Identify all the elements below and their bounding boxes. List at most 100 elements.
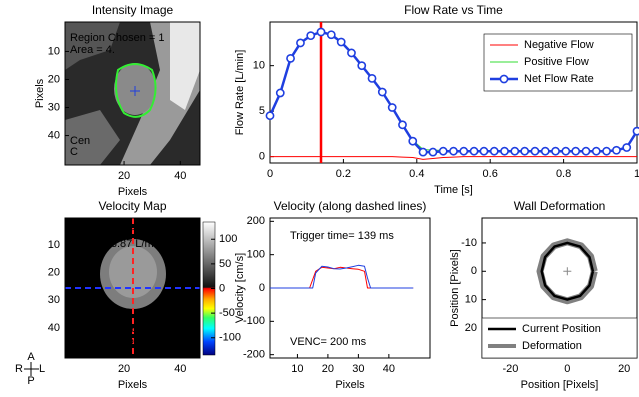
- x-tick-label: 0.4: [409, 168, 424, 180]
- legend-label: Positive Flow: [524, 56, 589, 68]
- orientation-label: R: [15, 363, 23, 375]
- data-point: [501, 148, 508, 155]
- data-point: [266, 112, 273, 119]
- y-axis-label: Flow Rate [L/min]: [234, 50, 246, 136]
- colorbar-tick-label: 0: [219, 282, 225, 294]
- y-tick-label: 10: [48, 45, 60, 57]
- x-tick-label: 20: [618, 363, 630, 375]
- orientation-label: P: [27, 375, 34, 387]
- y-tick-label: -200: [243, 349, 265, 361]
- annotation: Trigger time= 139 ms: [290, 230, 394, 242]
- legend-label: Current Position: [522, 323, 601, 335]
- data-point: [613, 147, 620, 154]
- data-point: [317, 28, 324, 35]
- y-tick-label: 10: [253, 60, 265, 72]
- y-tick-label: 20: [48, 73, 60, 85]
- data-point: [511, 148, 518, 155]
- data-point: [307, 32, 314, 39]
- data-point: [399, 121, 406, 128]
- axes-title: Velocity Map: [98, 199, 166, 213]
- data-point: [328, 31, 335, 38]
- data-point: [603, 148, 610, 155]
- data-point: [409, 138, 416, 145]
- data-point: [358, 62, 365, 69]
- legend-label: Net Flow Rate: [524, 73, 594, 85]
- data-point: [389, 104, 396, 111]
- y-tick-label: 40: [48, 129, 60, 141]
- y-tick-label: -100: [243, 315, 265, 327]
- data-point: [562, 148, 569, 155]
- y-axis-label: Velocity [cm/s]: [234, 253, 246, 323]
- series-line: [270, 157, 637, 160]
- x-tick-label: 0: [267, 168, 273, 180]
- y-tick-label: 200: [247, 215, 265, 227]
- colorbar-tick-label: -50: [219, 307, 235, 319]
- app-window: Intensity ImagePixelsPixels204010203040R…: [0, 0, 639, 397]
- x-axis-label: Pixels: [335, 379, 365, 391]
- legend-label: Negative Flow: [524, 39, 594, 51]
- y-tick-label: 30: [48, 101, 60, 113]
- data-point: [287, 55, 294, 62]
- annotation: Avg. Vel. = 56.2 cm/s: [72, 335, 176, 347]
- orientation-label: L: [39, 363, 45, 375]
- x-tick-label: 40: [174, 170, 186, 182]
- y-axis-label: Pixels: [34, 78, 46, 108]
- orientation-label: A: [27, 351, 35, 363]
- annotation: Region Chosen = 1: [70, 32, 164, 44]
- data-point: [470, 148, 477, 155]
- y-tick-label: 40: [48, 322, 60, 334]
- x-tick-label: 0: [564, 363, 570, 375]
- annotation: Qavg = 3.87 L/min: [72, 238, 162, 250]
- colorbar-tick-label: -100: [219, 332, 241, 344]
- data-point: [348, 49, 355, 56]
- data-point: [531, 148, 538, 155]
- x-tick-label: 0.8: [556, 168, 571, 180]
- y-tick-label: 30: [48, 294, 60, 306]
- legend-label: Deformation: [522, 340, 582, 352]
- x-tick-label: 10: [291, 363, 303, 375]
- center-marker: [563, 267, 571, 275]
- x-axis-label: Position [Pixels]: [521, 379, 599, 391]
- annotation: Peak Vel. = 80.3 cm/s: [72, 323, 179, 335]
- y-tick-label: 10: [48, 239, 60, 251]
- x-tick-label: 0.2: [336, 168, 351, 180]
- annotation: Area = 4.: [70, 44, 115, 56]
- data-point: [460, 148, 467, 155]
- data-point: [552, 148, 559, 155]
- axes-title: Wall Deformation: [514, 199, 606, 213]
- orientation-cross: [24, 362, 39, 376]
- data-point: [450, 148, 457, 155]
- data-point: [277, 89, 284, 96]
- axes-title: Flow Rate vs Time: [404, 3, 503, 17]
- y-tick-label: 100: [247, 249, 265, 261]
- data-point: [593, 148, 600, 155]
- data-point: [440, 148, 447, 155]
- data-point: [429, 148, 436, 155]
- data-point: [633, 128, 639, 135]
- axes-title: Intensity Image: [92, 3, 174, 17]
- x-tick-label: 0.6: [483, 168, 498, 180]
- series-line: [270, 265, 413, 288]
- data-point: [480, 148, 487, 155]
- y-tick-label: 0: [259, 282, 265, 294]
- data-point: [338, 38, 345, 45]
- data-point: [297, 39, 304, 46]
- x-tick-label: 30: [352, 363, 364, 375]
- data-point: [572, 148, 579, 155]
- x-tick-label: 40: [383, 363, 395, 375]
- data-point: [379, 88, 386, 95]
- y-tick-label: -10: [461, 237, 477, 249]
- series-line: [270, 267, 413, 288]
- x-axis-label: Time [s]: [434, 184, 473, 196]
- x-tick-label: 1: [634, 168, 639, 180]
- annotation: C: [70, 146, 78, 158]
- y-tick-label: 0: [259, 151, 265, 163]
- x-tick-label: 20: [118, 363, 130, 375]
- data-point: [419, 148, 426, 155]
- x-axis-label: Pixels: [118, 186, 148, 198]
- annotation: VENC= 200 ms: [290, 336, 367, 348]
- annotation: Q = 13.7 L/min: [72, 226, 144, 238]
- x-tick-label: 40: [174, 363, 186, 375]
- colorbar-tick-label: 50: [219, 258, 231, 270]
- y-tick-label: 20: [465, 322, 477, 334]
